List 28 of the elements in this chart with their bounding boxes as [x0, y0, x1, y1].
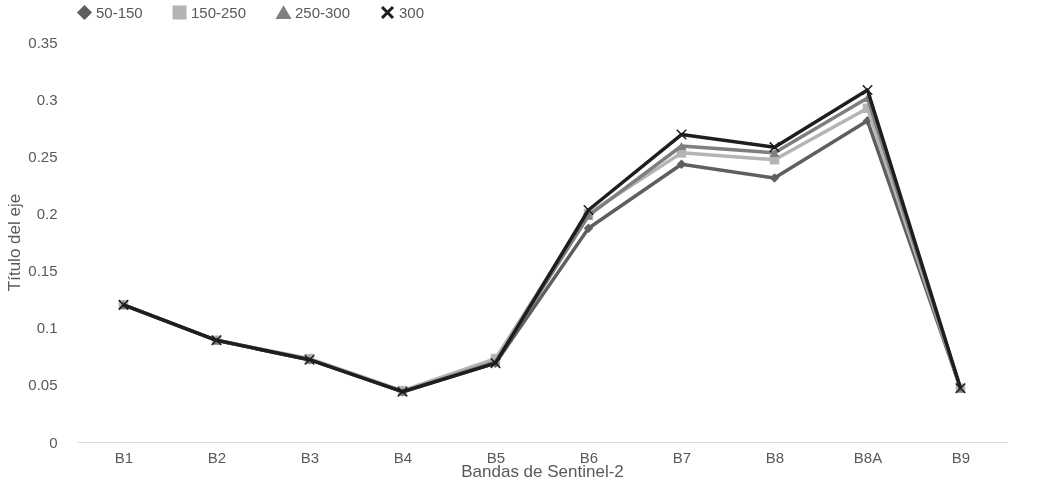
x-tick-label: B9 [951, 448, 971, 466]
x-tick-label: B8A [853, 448, 883, 466]
y-tick-label: 0.35 [28, 33, 58, 51]
x-tick-label: B5 [486, 448, 506, 466]
y-tick-label: 0.1 [36, 319, 58, 337]
point [862, 84, 873, 96]
y-tick-label: 0 [49, 433, 58, 451]
point [583, 223, 594, 234]
y-axis-title: Título del eje [5, 193, 25, 292]
y-tick-label: 0.15 [28, 262, 58, 280]
legend-label: 250-300 [295, 3, 351, 21]
x-tick-label: B1 [114, 448, 134, 466]
y-tick-label: 0.3 [36, 90, 58, 108]
y-tick-label: 0.2 [36, 204, 58, 222]
x-tick-label: B4 [393, 448, 413, 466]
y-tick-label: 0.05 [28, 376, 58, 394]
x-tick-label: B7 [672, 448, 692, 466]
point [769, 141, 780, 153]
legend-label: 50-150 [96, 3, 143, 21]
x-tick-label: B3 [300, 448, 320, 466]
x-tick-label: B6 [579, 448, 599, 466]
point [583, 204, 594, 216]
x-tick-label: B8 [765, 448, 785, 466]
legend-label: 150-250 [191, 3, 247, 21]
x-tick-label: B2 [207, 448, 227, 466]
y-tick-label: 0.25 [28, 147, 58, 165]
legend-label: 300 [399, 3, 425, 21]
point [769, 148, 780, 157]
